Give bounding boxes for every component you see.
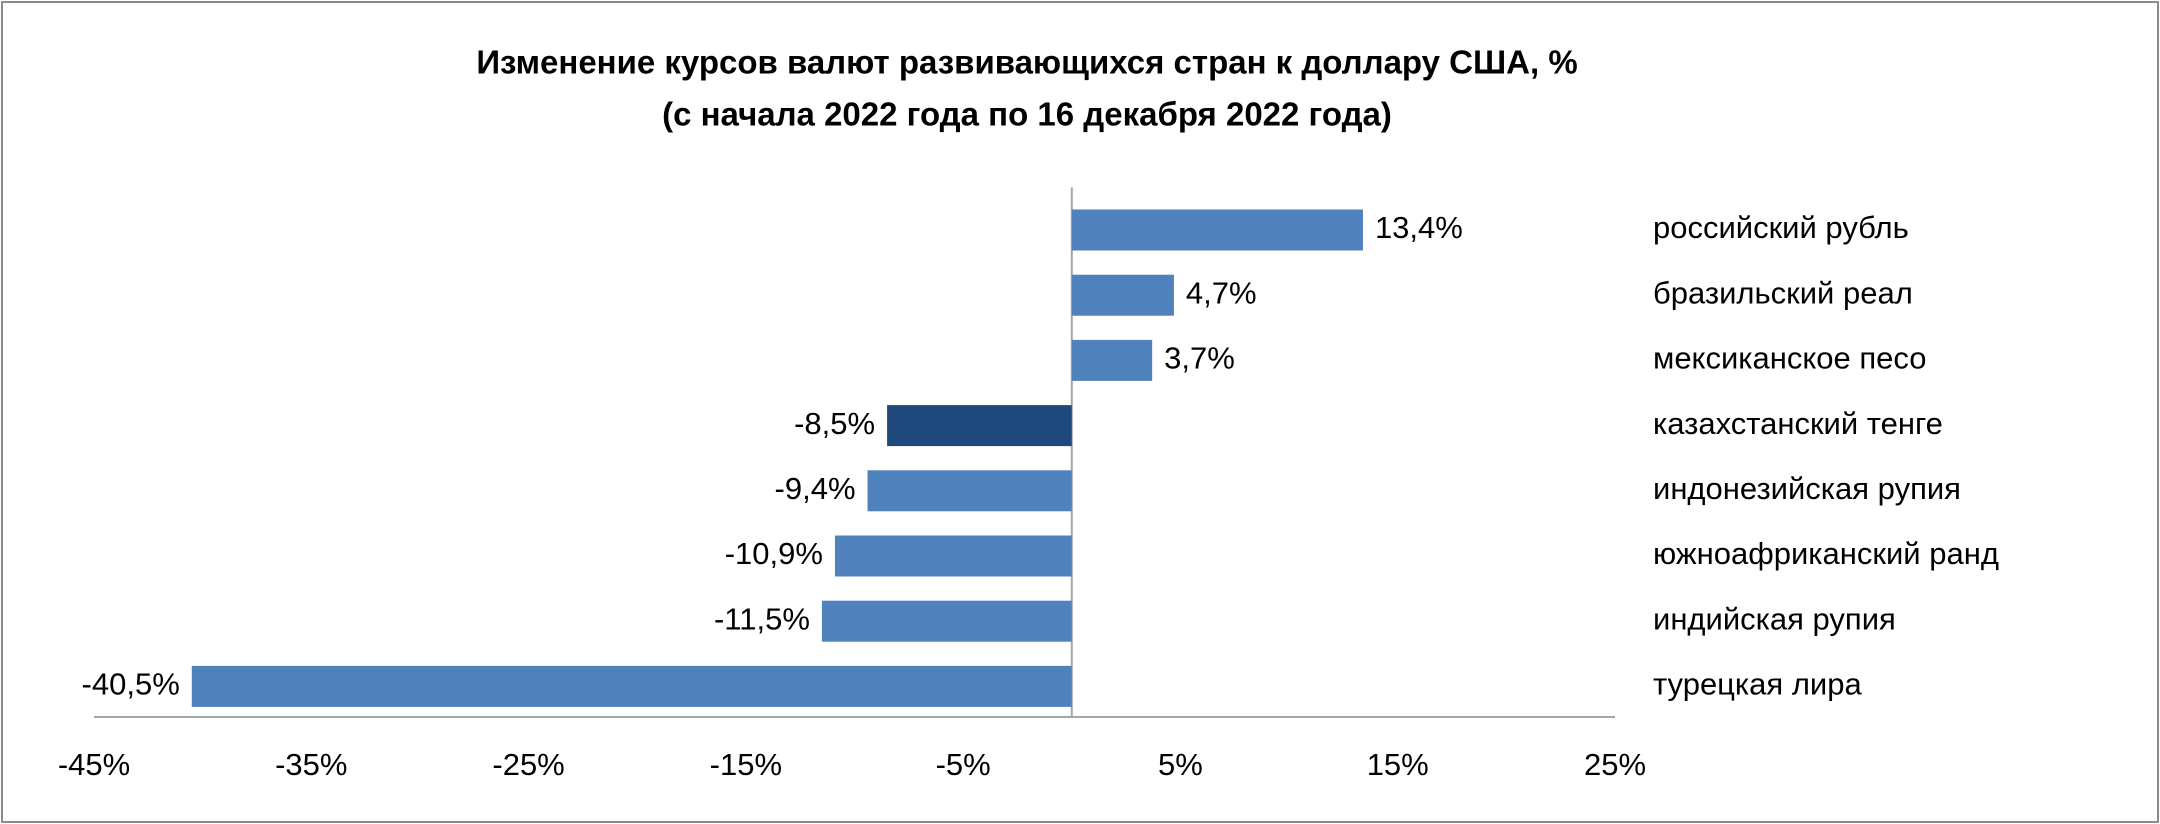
x-tick-label: 15%	[1367, 747, 1429, 782]
x-tick-label: 5%	[1158, 747, 1203, 782]
data-label: -10,9%	[725, 536, 823, 571]
bar	[1071, 339, 1153, 381]
category-label: российский рубль	[1653, 210, 1909, 245]
data-label: -9,4%	[775, 471, 856, 506]
x-tick-label: 25%	[1584, 747, 1646, 782]
bar	[887, 405, 1072, 447]
bar	[1071, 274, 1174, 316]
category-label: южноафриканский ранд	[1653, 536, 1999, 571]
x-tick-label: -5%	[936, 747, 991, 782]
data-label: -8,5%	[794, 406, 875, 441]
data-label: -40,5%	[82, 667, 180, 702]
bar	[1071, 209, 1363, 251]
bar	[834, 535, 1072, 577]
data-label: 3,7%	[1164, 341, 1235, 376]
x-tick-label: -35%	[275, 747, 347, 782]
bar	[867, 470, 1072, 512]
x-tick-label: -25%	[492, 747, 564, 782]
category-label: казахстанский тенге	[1653, 406, 1943, 441]
bar	[821, 600, 1072, 642]
bar	[191, 665, 1072, 707]
chart-title: Изменение курсов валют развивающихся стр…	[476, 44, 1577, 81]
data-label: 4,7%	[1186, 275, 1257, 310]
chart-subtitle: (с начала 2022 года по 16 декабря 2022 г…	[662, 96, 1392, 133]
x-tick-label: -15%	[710, 747, 782, 782]
category-label: индийская рупия	[1653, 601, 1896, 636]
x-tick-label: -45%	[58, 747, 130, 782]
category-label: турецкая лира	[1653, 667, 1862, 702]
data-label: -11,5%	[714, 601, 810, 636]
category-label: мексиканское песо	[1653, 341, 1927, 376]
data-label: 13,4%	[1375, 210, 1463, 245]
category-label: бразильский реал	[1653, 275, 1913, 310]
category-label: индонезийская рупия	[1653, 471, 1961, 506]
